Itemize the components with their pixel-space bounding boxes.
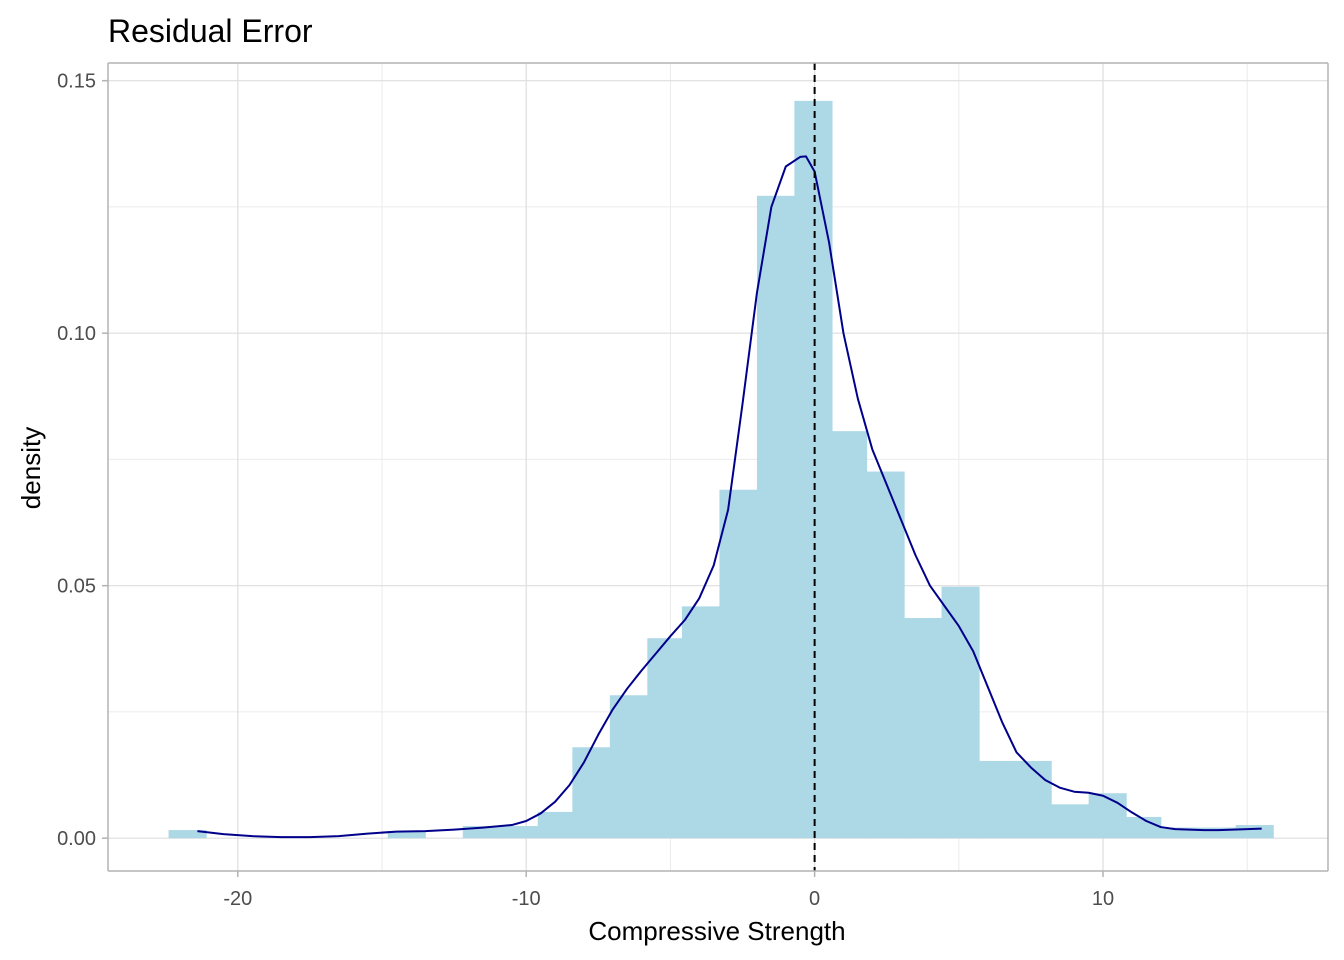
x-axis-title: Compressive Strength [588, 916, 845, 946]
histogram-bar [719, 489, 758, 839]
y-tick-label: 0.05 [57, 576, 96, 598]
histogram-bar [941, 586, 980, 839]
density-curve-layer [197, 155, 1262, 839]
x-tick-label: 0 [809, 888, 820, 910]
x-axis-ticks: -20 -10 0 10 [223, 871, 1114, 910]
histogram-bar [647, 638, 683, 839]
histogram-bar [794, 100, 833, 839]
x-tick-label: -20 [223, 888, 252, 910]
histogram-bar [1235, 825, 1274, 839]
density-curve [197, 155, 1262, 839]
y-axis-ticks: 0.00 0.05 0.10 0.15 [57, 71, 108, 850]
histogram-bar [1013, 760, 1052, 839]
histogram-bars [168, 100, 1274, 839]
chart-title: Residual Error [108, 13, 313, 49]
histogram-bar [537, 811, 573, 839]
histogram-bar [1088, 793, 1127, 839]
y-tick-label: 0.10 [57, 323, 96, 345]
y-tick-label: 0.15 [57, 71, 96, 93]
histogram-bar [866, 471, 905, 839]
histogram-bar [831, 431, 868, 839]
x-tick-label: -10 [512, 888, 541, 910]
histogram-bar [1160, 827, 1199, 839]
x-tick-label: 10 [1092, 888, 1114, 910]
histogram-bar [500, 826, 539, 839]
histogram-bar [1126, 816, 1162, 839]
axes [107, 62, 1329, 872]
histogram-bar [681, 606, 721, 839]
histogram-bar [1198, 827, 1237, 839]
histogram-bar [904, 617, 943, 839]
histogram-bar [387, 831, 426, 839]
histogram-bar [609, 695, 648, 839]
histogram-bar [756, 195, 796, 839]
histogram-bar [1051, 804, 1090, 839]
y-axis-title: density [16, 427, 46, 509]
histogram-bar [572, 747, 611, 839]
histogram-bar [979, 760, 1015, 839]
histogram-bar [168, 830, 207, 839]
y-tick-label: 0.00 [57, 828, 96, 850]
